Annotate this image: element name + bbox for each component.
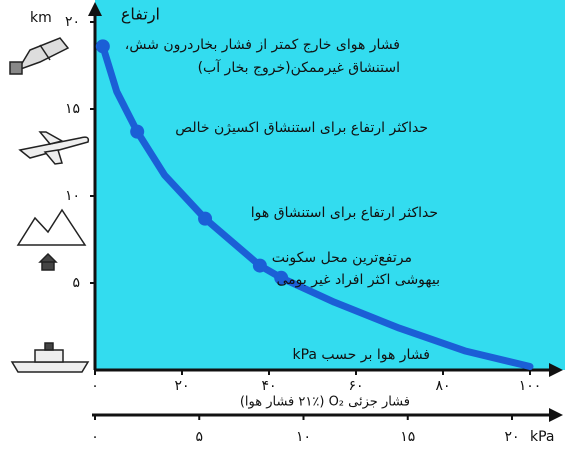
x-tick-label: ۱۰۰: [519, 378, 542, 394]
x-tick-label: ۶۰: [348, 378, 363, 394]
x-tick-label: ۸۰: [435, 378, 450, 394]
annotation: استنشاق غیرممکن(خروج بخار آب): [198, 59, 400, 76]
x-tick-label: ۴۰: [261, 378, 276, 394]
x2-tick-label: ۱۵: [400, 429, 415, 445]
annotation: حداکثر ارتفاع برای استنشاق اکسیژن خالص: [175, 120, 428, 136]
x-axis-label: فشار هوا بر حسب kPa: [292, 347, 430, 363]
curve-marker: [130, 124, 145, 139]
spacecraft-icon: [9, 37, 70, 75]
y-tick-label: ۱۵: [65, 101, 80, 117]
x2-axis-label: فشار جزئی O₂ (۲۱٪ فشار هوا): [240, 395, 410, 410]
x-axis-arrow: [549, 363, 563, 377]
x2-unit: kPa: [530, 429, 555, 445]
curve-marker: [95, 39, 110, 54]
y-tick-label: ۱۰: [65, 188, 80, 204]
y-unit: km: [30, 10, 52, 26]
mountain-icon: [16, 208, 87, 271]
airplane-icon: [18, 131, 90, 165]
annotation: مرتفع‌ترین محل سکونت: [272, 250, 412, 266]
plot-background: [95, 0, 565, 370]
x2-axis-arrow: [549, 408, 563, 422]
x2-tick-label: ۲۰: [504, 429, 519, 445]
y-tick-label: ۲۰: [65, 14, 80, 30]
curve-marker: [198, 211, 213, 226]
x-tick-label: ۰: [91, 378, 99, 394]
x2-tick-label: ۵: [195, 429, 203, 445]
x-tick-label: ۲۰: [174, 378, 189, 394]
x2-tick-label: ۱۰: [296, 429, 311, 445]
y-tick-label: ۵: [72, 275, 80, 291]
x2-tick-label: ۰: [91, 429, 99, 445]
annotation: حداکثر ارتفاع برای استنشاق هوا: [251, 205, 438, 221]
curve-marker: [252, 258, 267, 273]
ship-icon: [10, 342, 90, 373]
annotation: بیهوشی اکثر افراد غیر بومی: [276, 272, 440, 288]
annotation: فشار هوای خارج کمتر از فشار بخاردرون شش،: [125, 37, 400, 53]
y-axis-arrow: [88, 2, 102, 16]
y-axis-label: ارتفاع: [121, 5, 160, 25]
curve-marker: [274, 270, 289, 285]
